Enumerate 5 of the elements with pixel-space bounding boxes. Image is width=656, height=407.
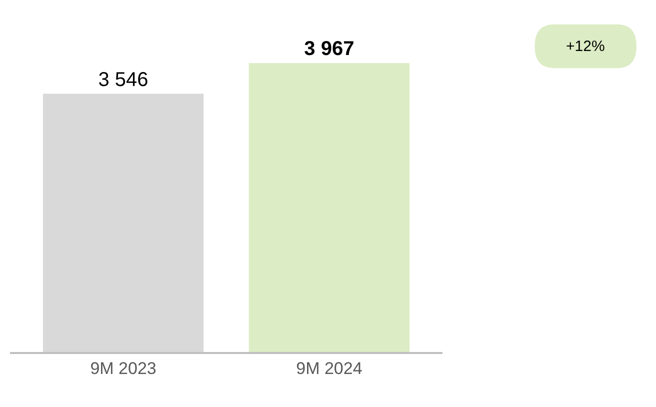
text: +12% (566, 38, 605, 55)
data-label: 3 967 (304, 38, 354, 60)
x-tick-label: 9M 2024 (296, 359, 362, 378)
x-tick-label: 9M 2023 (90, 359, 156, 378)
data-label: 3 546 (98, 68, 148, 91)
